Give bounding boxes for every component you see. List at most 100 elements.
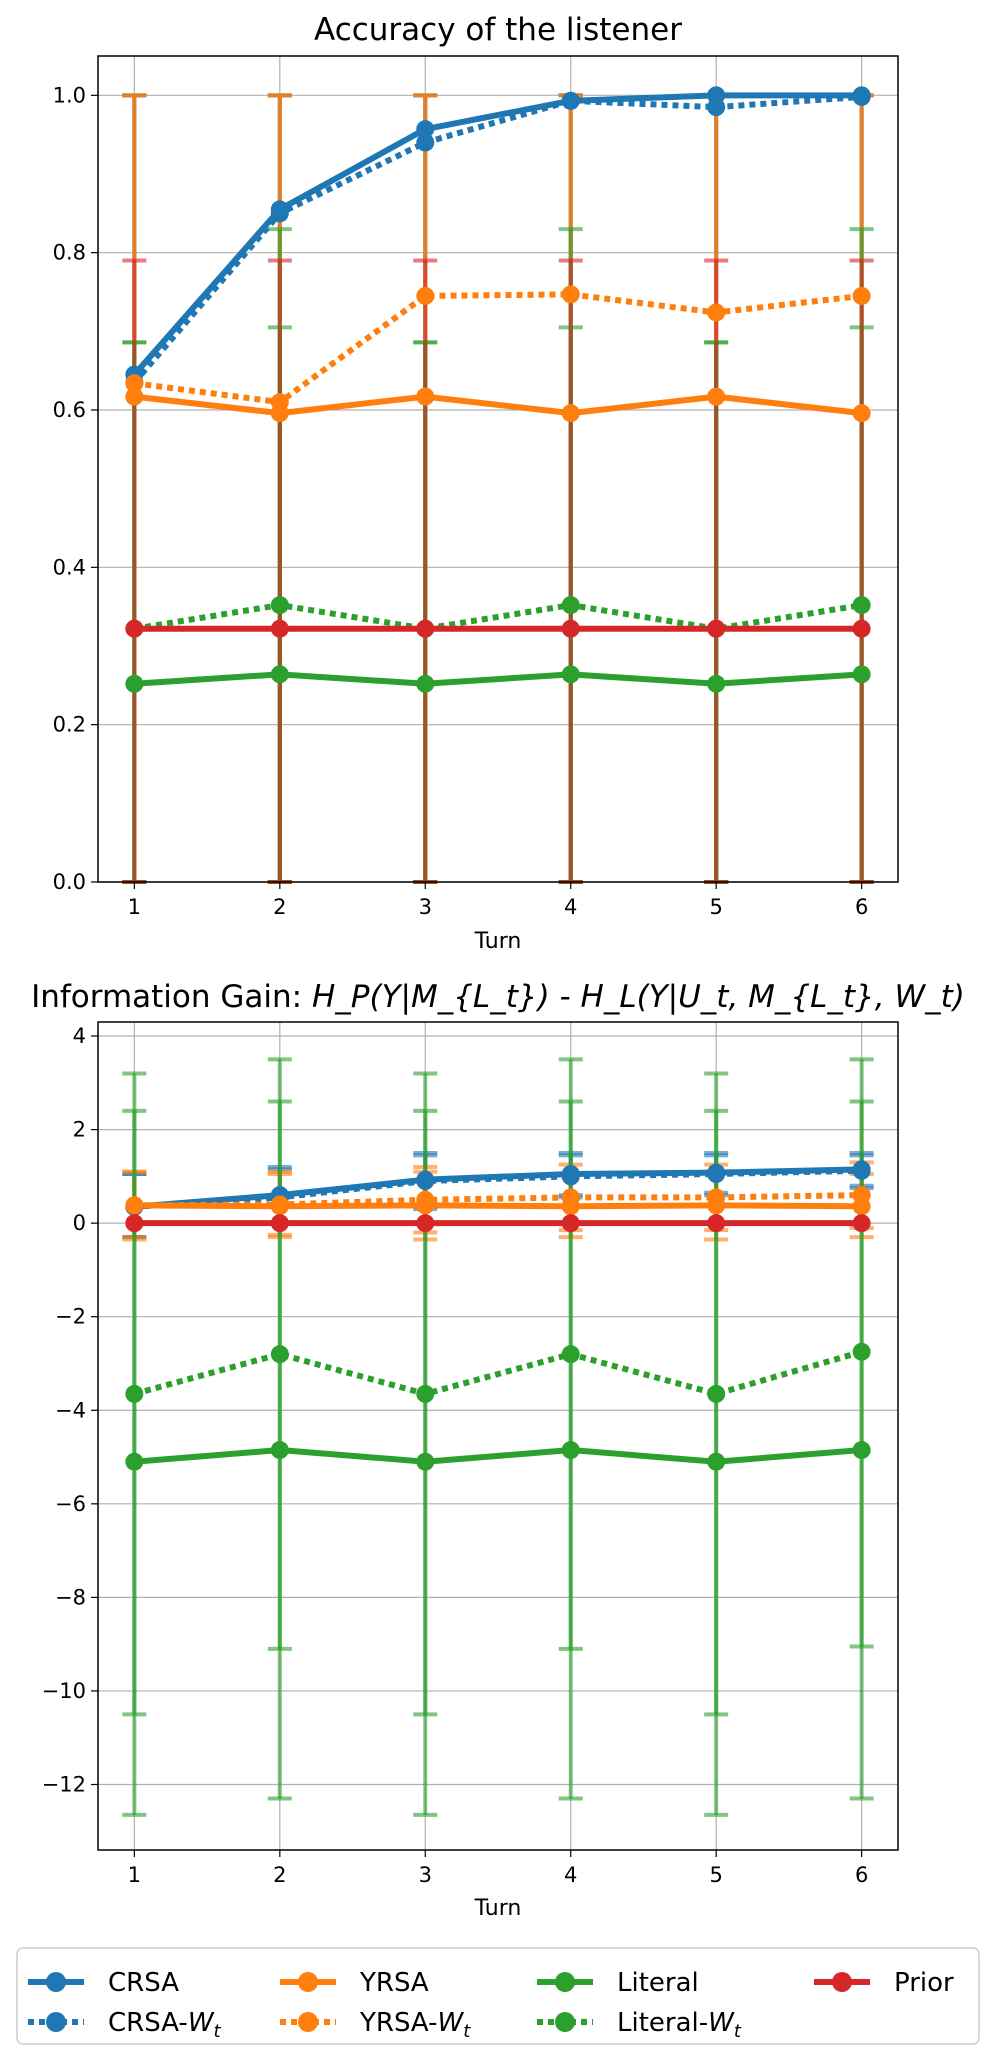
point-yrsa_wt (416, 286, 435, 305)
y-tick-label: −4 (55, 1398, 86, 1422)
point-literal_wt (270, 1345, 289, 1364)
legend-marker-literal_wt (555, 2012, 575, 2032)
legend-marker-literal (555, 1972, 575, 1992)
accuracy-chart: Accuracy of the listener 1 2 3 4 5 6 0.0 0.2 0.4… (53, 12, 899, 954)
y-tick-label: 0.4 (53, 555, 86, 579)
legend-items: CRSA YRSA Literal Prior CRSA-Wt YRSA-Wt Litera… (28, 1968, 954, 2042)
x-tick-label: 4 (564, 895, 577, 919)
legend-label-crsa_wt: CRSA-Wt (108, 2008, 222, 2042)
point-literal (270, 665, 289, 684)
point-literal_wt (561, 596, 580, 615)
chart1-title: Accuracy of the listener (314, 12, 682, 48)
point-literal_wt (561, 1345, 580, 1364)
point-yrsa (125, 387, 144, 406)
point-yrsa (561, 404, 580, 423)
y-tick-label: 2 (73, 1118, 86, 1142)
x-tick-label: 6 (855, 1863, 868, 1887)
chart2-ticks: 1 2 3 4 5 6 4 2 0 −2 −4 −6 −8 −10 −12 (42, 1024, 869, 1887)
point-literal (416, 674, 435, 693)
y-tick-label: −6 (55, 1492, 86, 1516)
point-crsa_wt (416, 1172, 435, 1191)
point-yrsa_wt (707, 1188, 726, 1207)
y-tick-label: 0.2 (53, 713, 86, 737)
point-literal (125, 1452, 144, 1471)
point-literal_wt (852, 1342, 871, 1361)
chart1-markers (125, 86, 871, 693)
point-crsa_wt (270, 204, 289, 223)
chart1-ticks: 1 2 3 4 5 6 0.0 0.2 0.4 0.6 0.8 1.0 (53, 83, 869, 919)
point-yrsa (416, 387, 435, 406)
chart1-plot-frame (97, 55, 899, 883)
point-prior (416, 619, 435, 638)
point-yrsa_wt (416, 1190, 435, 1209)
y-tick-label: 0 (73, 1211, 86, 1235)
series-line-yrsa_wt (133, 291, 862, 406)
point-crsa (416, 120, 435, 139)
legend-box (16, 1947, 980, 2045)
y-tick-label: −8 (55, 1585, 86, 1609)
point-literal (852, 1441, 871, 1460)
legend-marker-crsa (46, 1972, 66, 1992)
point-crsa_wt (561, 1167, 580, 1186)
information-gain-chart: Information Gain: H_P(Y|M_{L_t}) - H_L(Y… (31, 979, 965, 1921)
point-literal_wt (416, 1384, 435, 1403)
x-tick-label: 1 (128, 895, 141, 919)
point-prior (416, 1214, 435, 1233)
x-tick-label: 5 (709, 895, 722, 919)
point-prior (852, 1214, 871, 1233)
x-tick-label: 1 (128, 1863, 141, 1887)
point-yrsa_wt (561, 1188, 580, 1207)
legend-marker-crsa_wt (46, 2012, 66, 2032)
legend: CRSA YRSA Literal Prior CRSA-Wt YRSA-Wt Litera… (16, 1947, 980, 2045)
point-prior (125, 619, 144, 638)
x-tick-label: 5 (709, 1863, 722, 1887)
point-prior (707, 619, 726, 638)
point-prior (561, 619, 580, 638)
series-line-yrsa (134, 393, 862, 417)
point-prior (270, 1214, 289, 1233)
point-literal_wt (707, 1384, 726, 1403)
point-yrsa_wt (852, 1186, 871, 1205)
chart2-markers (125, 1160, 871, 1471)
legend-label-yrsa_wt: YRSA-Wt (359, 2008, 471, 2042)
legend-label-literal_wt: Literal-Wt (617, 2008, 742, 2042)
x-tick-label: 2 (273, 1863, 286, 1887)
x-tick-label: 3 (419, 895, 432, 919)
x-tick-label: 6 (855, 895, 868, 919)
chart1-errorbars (122, 93, 874, 884)
point-prior (270, 619, 289, 638)
y-tick-label: −10 (42, 1679, 86, 1703)
point-literal (561, 665, 580, 684)
chart2-plot-frame (97, 1021, 899, 1851)
point-yrsa_wt (561, 285, 580, 304)
series-line-literal_wt (133, 1348, 863, 1397)
chart2-title-formula: H_P(Y|M_{L_t}) - H_L(Y|U_t, M_{L_t}, W_t… (312, 979, 965, 1015)
chart2-xlabel: Turn (474, 1896, 522, 1921)
legend-marker-prior (832, 1972, 852, 1992)
series-line-yrsa_wt (134, 1192, 862, 1209)
point-yrsa (852, 404, 871, 423)
point-prior (125, 1214, 144, 1233)
legend-label-yrsa: YRSA (359, 1968, 429, 1998)
chart1-series-lines (132, 92, 863, 687)
point-literal_wt (125, 1384, 144, 1403)
point-yrsa (707, 387, 726, 406)
y-tick-label: −2 (55, 1305, 86, 1329)
point-yrsa_wt (852, 286, 871, 305)
legend-label-prior: Prior (894, 1968, 954, 1998)
series-line-yrsa (134, 1202, 862, 1210)
point-literal_wt (852, 596, 871, 615)
series-line-crsa_wt (134, 1167, 862, 1210)
legend-marker-yrsa (298, 1972, 318, 1992)
series-line-crsa_wt (132, 93, 862, 385)
y-tick-label: 4 (73, 1024, 86, 1048)
chart2-title: Information Gain: H_P(Y|M_{L_t}) - H_L(Y… (31, 979, 965, 1015)
point-crsa_wt (707, 98, 726, 117)
point-literal (561, 1441, 580, 1460)
point-literal (270, 1441, 289, 1460)
x-tick-label: 3 (419, 1863, 432, 1887)
y-tick-label: 1.0 (53, 83, 86, 107)
y-tick-label: 0.6 (53, 398, 86, 422)
point-crsa_wt (852, 1161, 871, 1180)
